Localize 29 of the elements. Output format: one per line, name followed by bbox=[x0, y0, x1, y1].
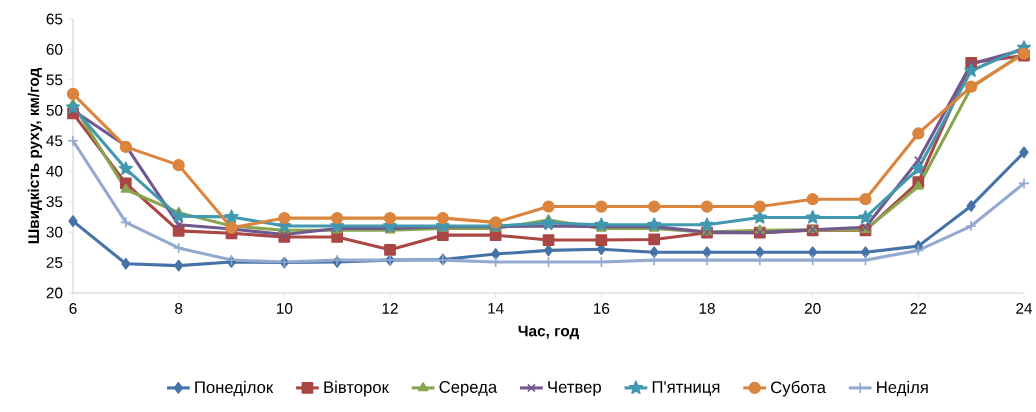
legend-label: П'ятниця bbox=[652, 381, 720, 396]
y-tick-label: 65 bbox=[46, 13, 63, 25]
legend-label: Неділя bbox=[877, 380, 928, 397]
x-tick-label: 6 bbox=[69, 303, 77, 314]
x-tick-label: 12 bbox=[382, 303, 398, 314]
x-axis-title: Час, год bbox=[518, 325, 579, 340]
x-tick-label: 20 bbox=[804, 303, 821, 314]
legend-label: Понеділок bbox=[195, 380, 274, 397]
legend-label: Вівторок bbox=[324, 380, 389, 397]
y-tick-label: 30 bbox=[46, 226, 63, 238]
x-tick-label: 14 bbox=[488, 303, 504, 314]
x-tick-label: 22 bbox=[910, 303, 927, 314]
y-tick-label: 45 bbox=[46, 135, 63, 147]
x-tick-label: 10 bbox=[276, 303, 293, 314]
y-axis-title: Швидкість руху, км/год bbox=[27, 68, 43, 244]
y-tick-label: 25 bbox=[46, 257, 63, 268]
legend-label: Субота bbox=[771, 380, 826, 397]
legend-label: Четвер bbox=[548, 381, 601, 397]
x-tick-label: 16 bbox=[593, 303, 610, 314]
y-tick-label: 60 bbox=[46, 44, 63, 55]
x-tick-label: 24 bbox=[1016, 303, 1033, 314]
x-tick-label: 8 bbox=[175, 303, 183, 314]
legend-label: Середа bbox=[439, 381, 498, 397]
x-tick-label: 18 bbox=[699, 303, 715, 314]
y-tick-label: 40 bbox=[46, 165, 63, 177]
y-tick-label: 35 bbox=[46, 196, 63, 208]
y-tick-label: 50 bbox=[46, 104, 63, 116]
y-tick-label: 20 bbox=[46, 287, 63, 299]
y-tick-label: 55 bbox=[46, 74, 63, 86]
